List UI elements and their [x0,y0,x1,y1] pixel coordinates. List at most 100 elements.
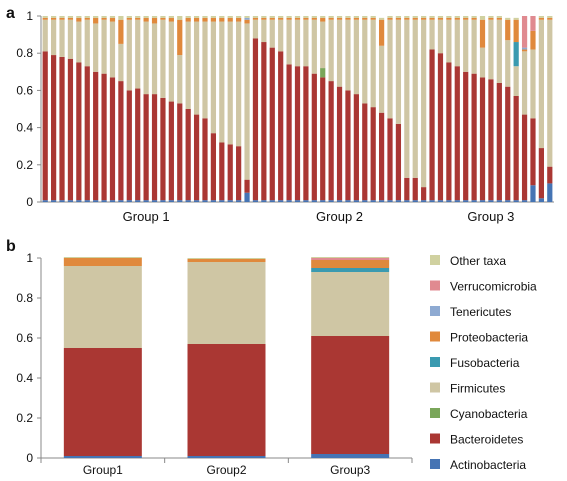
bar-segment-other-taxa [488,16,493,18]
bar-segment-firmicutes [396,20,401,124]
bar-segment-proteobacteria [311,260,389,268]
bar-segment-bacteroidetes [354,94,359,200]
bar-segment-firmicutes [522,51,527,114]
bar-segment-proteobacteria [186,18,191,22]
bar-segment-bacteroidetes [404,178,409,200]
bar-segment-proteobacteria [379,20,384,46]
bar-segment-firmicutes [127,20,132,91]
group-label: Group 2 [316,209,363,224]
bar-segment-actinobacteria [253,200,258,202]
bar-segment-firmicutes [43,20,48,52]
bar-segment-actinobacteria [101,200,106,202]
bar-segment-actinobacteria [522,200,527,202]
bar-segment-bacteroidetes [455,66,460,200]
bar-segment-other-taxa [236,16,241,18]
bar-segment-actinobacteria [43,200,48,202]
bar-segment-bacteroidetes [152,94,157,200]
bar-segment-firmicutes [110,22,115,78]
bar-segment-bacteroidetes [497,83,502,200]
y-tick-label: 0.2 [16,411,33,425]
bar-segment-other-taxa [379,18,384,20]
bar-segment-other-taxa [497,16,502,18]
bar-segment-bacteroidetes [514,96,519,200]
bar-segment-other-taxa [295,16,300,18]
legend-label: Verrucomicrobia [450,280,537,294]
bar-segment-bacteroidetes [64,348,142,456]
bar-segment-proteobacteria [413,18,418,20]
bar-segment-other-taxa [404,16,409,18]
bar-segment-verrucomicrobia [311,258,389,260]
bar-segment-bacteroidetes [169,102,174,201]
panel-b-label: b [6,238,16,255]
bar-segment-other-taxa [118,16,123,20]
legend-swatch [430,434,440,444]
bar-segment-actinobacteria [211,200,216,202]
bar-segment-proteobacteria [547,18,552,20]
bar-segment-actinobacteria [480,200,485,202]
bar-segment-actinobacteria [463,200,468,202]
bar-segment-bacteroidetes [211,133,216,200]
bar-segment-firmicutes [278,20,283,52]
bar-segment-bacteroidetes [505,87,510,200]
bar-segment-bacteroidetes [236,146,241,200]
bar-segment-other-taxa [144,16,149,18]
bar-segment-other-taxa [228,16,233,18]
bar-segment-actinobacteria [93,200,98,202]
bar-segment-firmicutes [362,20,367,104]
bar-segment-firmicutes [404,20,409,178]
bar-segment-bacteroidetes [101,74,106,200]
bar-segment-firmicutes [236,22,241,147]
bar-segment-bacteroidetes [312,74,317,200]
bar-segment-tenericutes [522,48,527,50]
bar-segment-other-taxa [446,16,451,18]
bar-segment-firmicutes [455,20,460,67]
bar-segment-firmicutes [59,20,64,57]
bar-segment-proteobacteria [295,18,300,20]
bar-segment-bacteroidetes [303,66,308,200]
bar-segment-actinobacteria [438,200,443,202]
bar-segment-proteobacteria [286,18,291,20]
bar-segment-other-taxa [177,16,182,20]
legend-swatch [430,357,440,367]
bar-segment-proteobacteria [211,18,216,22]
bar-segment-bacteroidetes [110,77,115,200]
bar-segment-firmicutes [413,20,418,178]
bar-segment-actinobacteria [429,200,434,202]
bar-segment-fusobacteria [311,268,389,272]
bar-segment-other-taxa [463,16,468,18]
legend-label: Other taxa [450,254,506,268]
bar-segment-proteobacteria [480,20,485,48]
bar-segment-bacteroidetes [286,64,291,200]
bar-segment-actinobacteria [118,200,123,202]
bar-segment-proteobacteria [59,18,64,20]
bar-segment-actinobacteria [127,200,132,202]
bar-segment-actinobacteria [371,200,376,202]
bar-segment-actinobacteria [295,200,300,202]
bar-segment-actinobacteria [421,200,426,202]
bar-segment-actinobacteria [337,200,342,202]
bar-segment-firmicutes [51,20,56,55]
bar-segment-actinobacteria [455,200,460,202]
legend-label: Proteobacteria [450,331,528,345]
bar-segment-proteobacteria [93,18,98,24]
bar-segment-bacteroidetes [320,77,325,200]
bar-segment-other-taxa [354,16,359,18]
bar-segment-other-taxa [303,16,308,18]
bar-segment-bacteroidetes [144,94,149,200]
bar-segment-actinobacteria [311,454,389,458]
bar-segment-bacteroidetes [438,53,443,200]
bar-segment-other-taxa [51,16,56,18]
bar-segment-bacteroidetes [261,42,266,200]
bar-segment-firmicutes [135,20,140,89]
bar-segment-firmicutes [194,22,199,115]
bar-segment-proteobacteria [463,18,468,20]
y-tick-label: 0.6 [16,83,33,97]
group-label: Group 3 [467,209,514,224]
y-tick-label: 0.8 [16,291,33,305]
bar-segment-bacteroidetes [244,180,249,193]
bar-segment-bacteroidetes [68,59,73,200]
bar-segment-actinobacteria [152,200,157,202]
bar-segment-proteobacteria [110,18,115,22]
bar-segment-proteobacteria [76,18,81,22]
bar-segment-proteobacteria [261,18,266,20]
